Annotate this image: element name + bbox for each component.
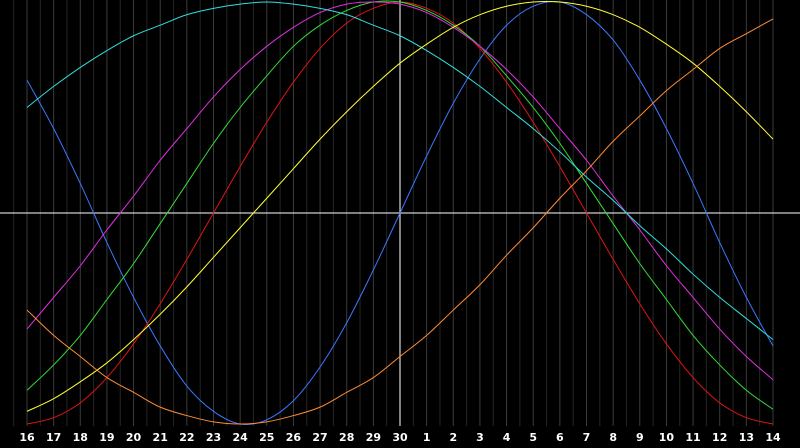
x-tick-label: 22 — [179, 431, 194, 444]
curve — [26, 1, 774, 381]
x-tick-label: 24 — [232, 431, 248, 444]
x-tick-label: 5 — [529, 431, 537, 444]
x-tick-label: 10 — [659, 431, 675, 444]
x-tick-label: 7 — [583, 431, 591, 444]
curve — [26, 1, 774, 340]
x-tick-label: 20 — [126, 431, 142, 444]
x-tick-label: 19 — [99, 431, 114, 444]
curve — [26, 0, 774, 410]
x-tick-label: 9 — [636, 431, 644, 444]
x-tick-label: 30 — [392, 431, 408, 444]
x-tick-label: 14 — [765, 431, 781, 444]
x-tick-label: 1 — [423, 431, 431, 444]
x-labels: 16 17 18 19 20 21 22 23 24 25 26 27 28 29 30 1 2 3 4 5 6 7 8 9 1… — [19, 431, 781, 444]
curves — [26, 0, 774, 425]
x-tick-label: 8 — [609, 431, 617, 444]
x-tick-label: 25 — [259, 431, 274, 444]
curve — [26, 0, 774, 412]
curve — [26, 18, 774, 425]
x-tick-label: 27 — [312, 431, 327, 444]
x-tick-label: 17 — [46, 431, 61, 444]
x-tick-label: 23 — [206, 431, 221, 444]
x-tick-label: 16 — [19, 431, 35, 444]
curve — [26, 1, 774, 425]
x-tick-label: 26 — [286, 431, 302, 444]
x-tick-label: 2 — [449, 431, 457, 444]
x-tick-label: 18 — [73, 431, 88, 444]
x-tick-label: 6 — [556, 431, 564, 444]
x-tick-label: 21 — [153, 431, 168, 444]
x-tick-label: 13 — [739, 431, 754, 444]
x-tick-label: 28 — [339, 431, 354, 444]
x-tick-label: 3 — [476, 431, 484, 444]
x-tick-label: 29 — [366, 431, 381, 444]
x-tick-label: 11 — [685, 431, 700, 444]
x-tick-label: 4 — [503, 431, 511, 444]
x-tick-label: 12 — [712, 431, 727, 444]
